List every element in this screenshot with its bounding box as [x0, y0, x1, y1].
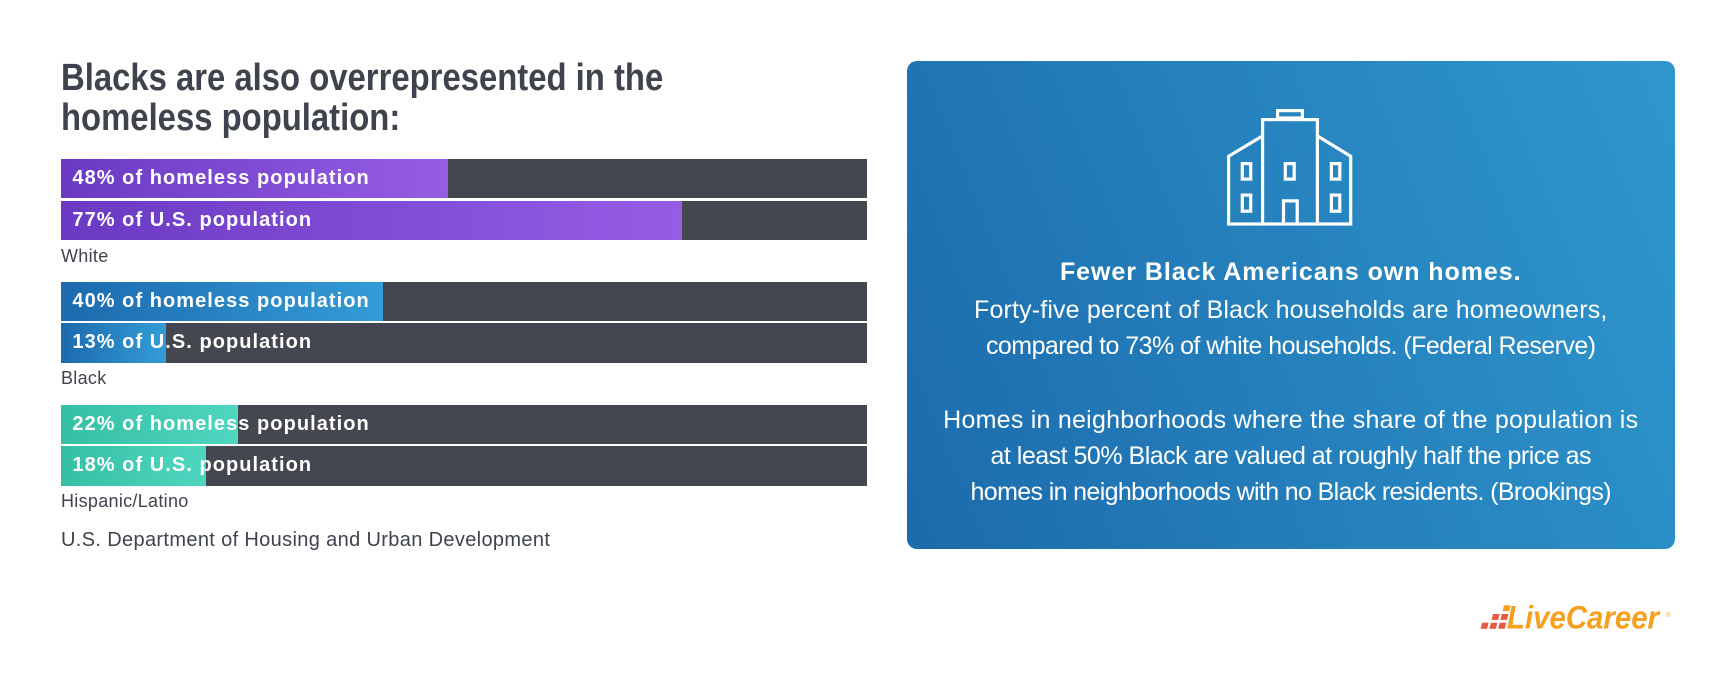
- svg-text:LiveCareer: LiveCareer: [1507, 599, 1661, 635]
- svg-text:®: ®: [1666, 611, 1671, 619]
